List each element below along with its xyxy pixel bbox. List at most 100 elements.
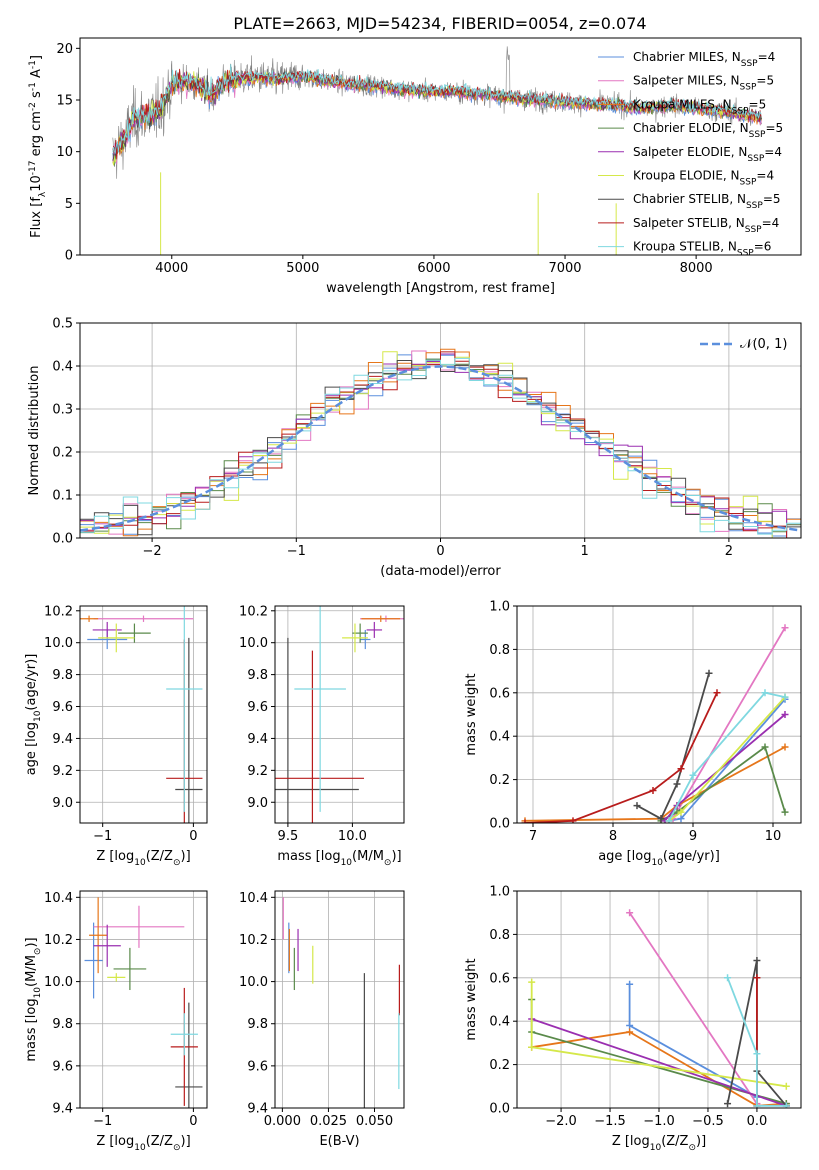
y-tick-label: 0.0 [489, 817, 510, 832]
legend-label: Kroupa STELIB, NSSP=6 [633, 240, 771, 259]
errorbar-point-6 [175, 1002, 203, 1108]
x-axis-label: Z [log10(Z/Z⊙)] [612, 1134, 706, 1153]
x-tick-label: 7 [529, 829, 537, 844]
x-tick-label: 0 [189, 829, 197, 844]
legend-label: 𝒩(0, 1) [740, 337, 787, 352]
x-axis-label: Z [log10(Z/Z⊙)] [96, 849, 190, 868]
mass-weight-line-2 [524, 746, 786, 822]
errorbar-point-2 [361, 615, 401, 622]
y-tick-label: 9.4 [52, 732, 73, 747]
errorbar-point-5 [342, 623, 368, 653]
x-axis-label: E(B-V) [319, 1134, 359, 1149]
y-tick-label: 0.4 [489, 1015, 510, 1030]
y-tick-label: 0.6 [489, 686, 510, 701]
errorbar-point-8 [294, 606, 346, 812]
y-tick-label: 0.2 [52, 446, 73, 461]
x-tick-label: 2 [725, 544, 733, 559]
x-tick-label: 8000 [680, 261, 713, 276]
y-tick-label: 9.0 [52, 796, 73, 811]
mass-weight-line-1 [672, 627, 786, 820]
mass-weight-marker [753, 974, 761, 982]
errorbar-point-8 [170, 1013, 198, 1056]
axes-frame [274, 890, 405, 1109]
x-tick-label: −1 [93, 1114, 112, 1129]
x-tick-label: 5000 [286, 261, 319, 276]
y-tick-label: 9.4 [247, 732, 268, 747]
errorbar-point-1 [93, 905, 185, 948]
x-tick-label: 4000 [155, 261, 188, 276]
mass-weight-marker [689, 771, 697, 779]
y-tick-label: 10.2 [239, 604, 268, 619]
errorbar-point-5 [98, 623, 135, 653]
plot-area [112, 46, 763, 255]
age-vs-mass-panel: 9.5 10.0 9.0 9.2 9.4 9.6 9.8 10.0 10.2 mass [log1… [239, 604, 405, 868]
y-tick-label: 9.8 [247, 668, 268, 683]
mass-weight-marker [528, 1043, 536, 1051]
y-tick-label: 0.6 [489, 971, 510, 986]
y-tick-label: 9.4 [247, 1102, 268, 1117]
y-tick-label: 9.2 [247, 764, 268, 779]
mass-weight-marker [782, 1082, 790, 1090]
mass-weight-vs-metallicity-panel: −2.0 −1.5 −1.0 −0.5 0.0 0.0 0.2 0.4 0.6 0.8 1.0 Z [… [464, 885, 802, 1153]
errorbar-point-0 [84, 922, 103, 999]
x-tick-label: −2.0 [545, 1114, 577, 1129]
x-tick-label: 1 [581, 544, 589, 559]
x-axis-label: wavelength [Angstrom, rest frame] [326, 281, 555, 296]
mass-weight-marker [626, 980, 634, 988]
model-spectrum-5 [112, 71, 763, 166]
y-tick-label: 15 [56, 94, 73, 109]
errorbar-point-8 [166, 606, 203, 812]
legend-label: Chabrier STELIB, NSSP=5 [633, 192, 781, 211]
x-tick-label: 9.5 [278, 829, 299, 844]
grid [517, 890, 801, 1109]
grid [275, 606, 404, 823]
x-axis-label: age [log10(age/yr)] [598, 849, 720, 868]
y-tick-label: 10.0 [239, 636, 268, 651]
y-axis-label: age [log10(age/yr)] [24, 654, 43, 776]
y-tick-label: 9.8 [52, 668, 73, 683]
errorbar-point-7 [275, 650, 365, 823]
x-tick-label: 0.050 [356, 1114, 393, 1129]
x-tick-label: 8 [609, 829, 617, 844]
mass-weight-marker [677, 815, 685, 823]
mass-weight-line-8 [668, 691, 786, 822]
plot-area [521, 624, 789, 823]
y-tick-label: 10 [56, 145, 73, 160]
mass-weight-marker [569, 817, 577, 823]
y-tick-label: 0.2 [489, 773, 510, 788]
plot-area [275, 606, 404, 823]
legend: Chabrier MILES, NSSP=4 Salpeter MILES, NS… [598, 50, 783, 259]
model-spectrum-7 [112, 68, 762, 160]
errorbar-point-4 [93, 924, 121, 967]
legend-label: Chabrier MILES, NSSP=4 [633, 50, 775, 69]
x-tick-label: 7000 [548, 261, 581, 276]
plot-area [80, 348, 801, 538]
y-axis-label: mass weight [464, 673, 479, 755]
y-tick-label: 10.2 [239, 933, 268, 948]
mass-weight-line-2 [531, 1031, 787, 1107]
x-tick-label: 0.025 [310, 1114, 347, 1129]
errorbar-point-3 [113, 947, 147, 991]
y-tick-label: 10.4 [44, 891, 73, 906]
errorbar-point-3 [118, 623, 151, 643]
mass-weight-line-1 [628, 912, 758, 1105]
y-tick-label: 10.0 [44, 975, 73, 990]
y-tick-label: 5 [65, 197, 73, 212]
mass-weight-marker [753, 1102, 761, 1108]
y-tick-label: 1.0 [489, 885, 510, 900]
x-tick-label: 9 [689, 829, 697, 844]
residual-histogram-panel: −2 −1 0 1 2 0.0 0.1 0.2 0.3 0.4 0.5 (data-model)/er… [27, 317, 802, 579]
y-axis-label: mass weight [464, 958, 479, 1040]
errorbar-point-1 [93, 615, 194, 622]
x-tick-label: 0 [436, 544, 444, 559]
mass-weight-marker [626, 1022, 634, 1030]
y-tick-label: 20 [56, 42, 73, 57]
plot-area [84, 897, 203, 1108]
y-tick-label: 10.0 [44, 636, 73, 651]
mass-weight-line-6 [636, 673, 710, 820]
x-tick-label: −0.5 [692, 1114, 724, 1129]
errorbar-point-4 [92, 621, 122, 638]
errorbar-point-4 [366, 621, 383, 638]
mass-weight-vs-age-panel: 7 8 9 10 0.0 0.2 0.4 0.6 0.8 1.0 age [log10(age/yr… [464, 600, 802, 868]
